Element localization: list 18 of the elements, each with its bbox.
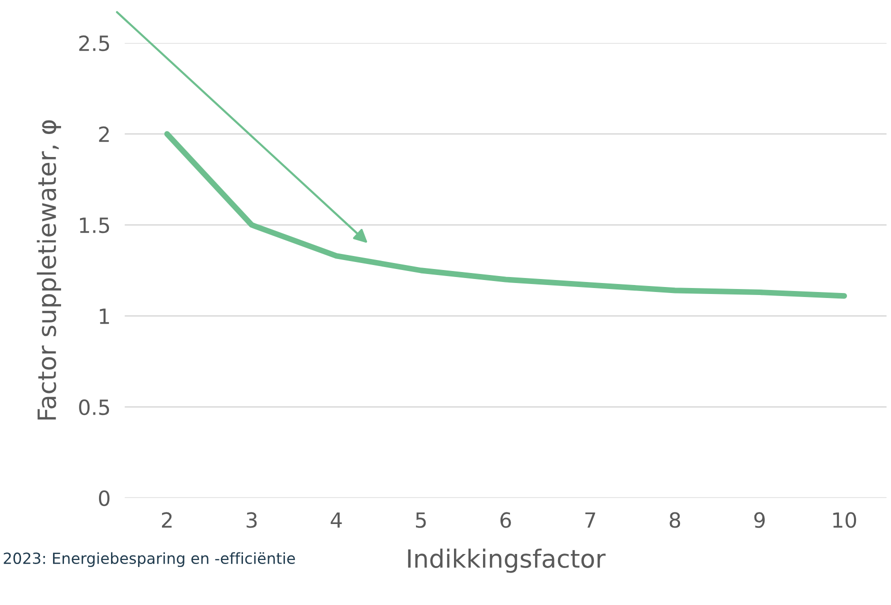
y-tick-label: 1 (100, 308, 109, 324)
x-tick-label: 10 (833, 512, 856, 528)
y-tick-label: 1.5 (80, 218, 110, 234)
x-axis-title: Indikkingsfactor (408, 548, 606, 573)
x-tick-label: 8 (670, 512, 680, 528)
x-tick-label: 7 (585, 512, 596, 528)
x-tick-label: 2 (162, 512, 172, 528)
y-tick-label: 0.5 (79, 399, 110, 416)
y-tick-label: 0 (98, 490, 110, 506)
x-tick-label: 4 (330, 512, 342, 528)
text: 2023: Energiebesparing en -efficiëntie (4, 552, 295, 568)
y-tick-label: 2 (99, 126, 109, 142)
x-tick-label: 6 (500, 512, 511, 528)
y-axis-title: Factor suppletiewater, φ (36, 120, 62, 420)
y-tick-label: 2.5 (79, 35, 110, 52)
x-tick-label: 5 (416, 512, 426, 528)
x-tick-label: 3 (246, 512, 257, 528)
x-tick-label: 9 (754, 512, 765, 528)
